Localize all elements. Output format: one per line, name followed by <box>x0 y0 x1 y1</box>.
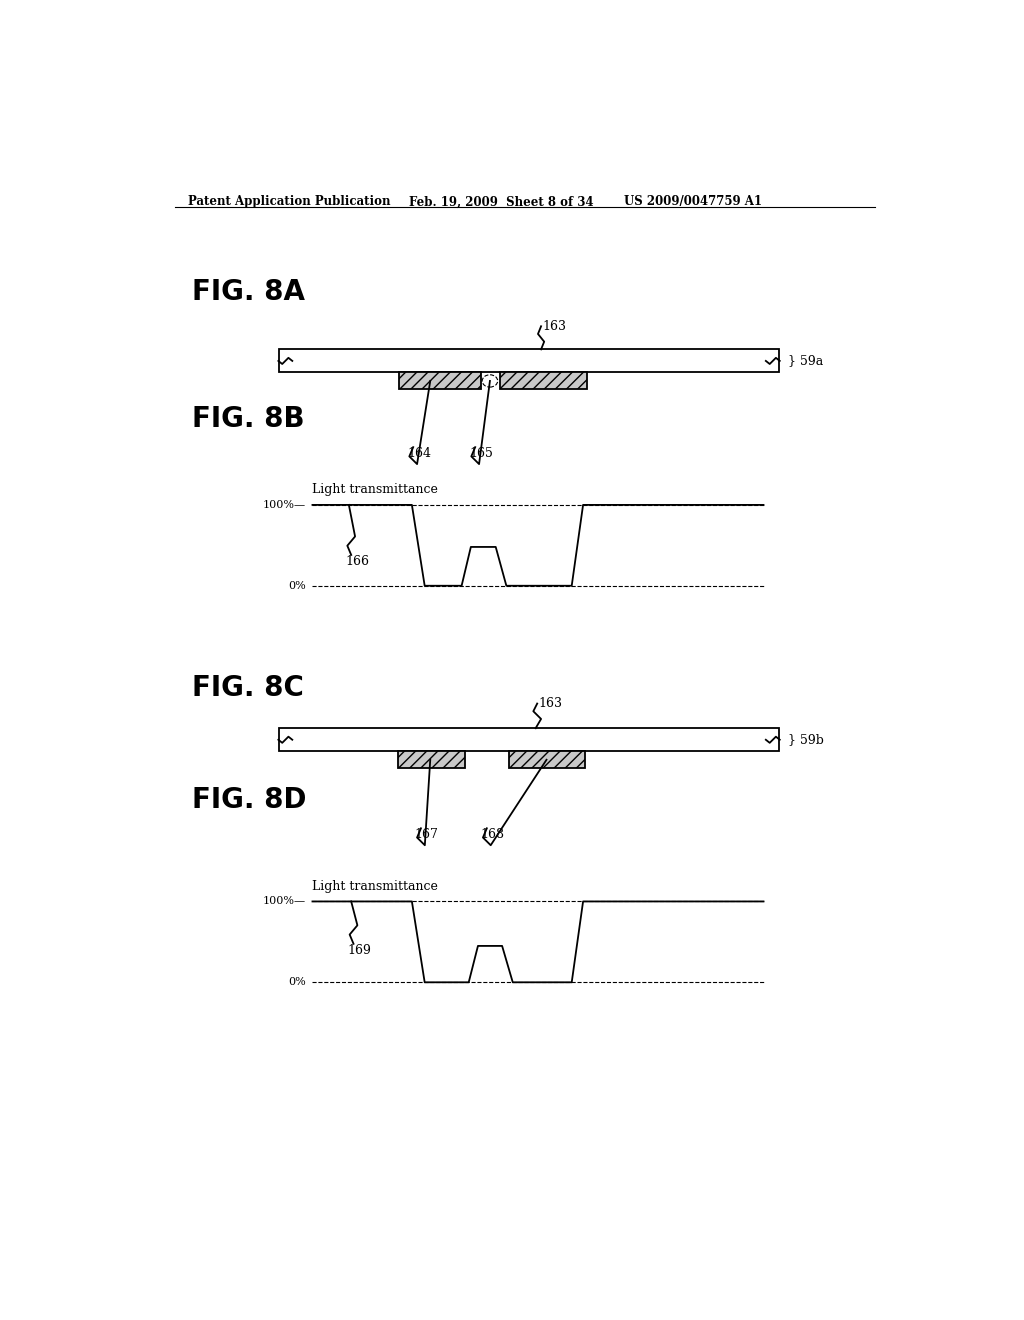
Text: 165: 165 <box>469 447 493 461</box>
Text: 100%—: 100%— <box>263 896 306 907</box>
Polygon shape <box>509 751 586 768</box>
Text: 163: 163 <box>543 321 566 333</box>
Text: 0%: 0% <box>289 581 306 591</box>
Text: } 59b: } 59b <box>787 733 823 746</box>
Text: Light transmittance: Light transmittance <box>312 880 438 892</box>
Polygon shape <box>397 751 465 768</box>
Text: Light transmittance: Light transmittance <box>312 483 438 496</box>
Text: } 59a: } 59a <box>787 354 822 367</box>
Text: FIG. 8C: FIG. 8C <box>191 675 303 702</box>
Text: FIG. 8B: FIG. 8B <box>191 405 304 433</box>
Text: 169: 169 <box>347 944 372 957</box>
Polygon shape <box>399 372 480 389</box>
Text: Patent Application Publication: Patent Application Publication <box>188 195 391 209</box>
Text: 166: 166 <box>345 554 369 568</box>
Polygon shape <box>500 372 587 389</box>
Text: 0%: 0% <box>289 977 306 987</box>
Text: 168: 168 <box>480 829 505 841</box>
Text: 167: 167 <box>415 829 438 841</box>
Text: 163: 163 <box>539 697 563 710</box>
Text: 100%—: 100%— <box>263 500 306 510</box>
Text: Feb. 19, 2009  Sheet 8 of 34: Feb. 19, 2009 Sheet 8 of 34 <box>409 195 593 209</box>
Text: FIG. 8A: FIG. 8A <box>191 277 304 306</box>
Text: 164: 164 <box>407 447 431 461</box>
Text: FIG. 8D: FIG. 8D <box>191 785 306 814</box>
Text: US 2009/0047759 A1: US 2009/0047759 A1 <box>624 195 762 209</box>
